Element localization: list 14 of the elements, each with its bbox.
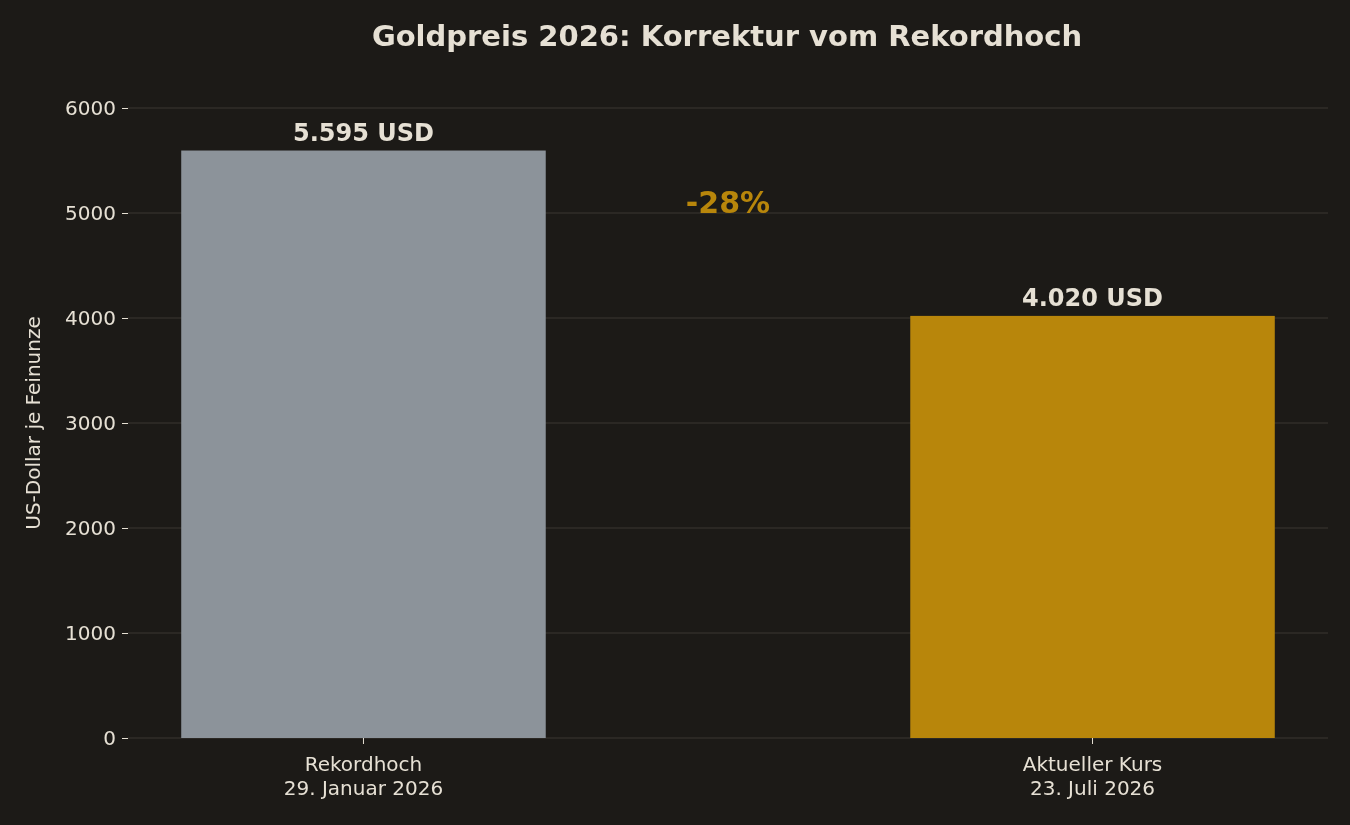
- data-label: 4.020 USD: [1022, 283, 1163, 312]
- y-tick-label: 0: [103, 725, 116, 750]
- y-tick-label: 6000: [65, 95, 116, 120]
- y-tick-label: 3000: [65, 410, 116, 435]
- y-tick-label: 2000: [65, 515, 116, 540]
- x-tick-label: Aktueller Kurs 23. Juli 2026: [1022, 752, 1163, 800]
- x-tick-label: Rekordhoch 29. Januar 2026: [283, 752, 444, 800]
- chart-title: Goldpreis 2026: Korrektur vom Rekordhoch: [371, 19, 1083, 53]
- annotation: -28%: [685, 185, 771, 220]
- y-axis-title: US-Dollar je Feinunze: [21, 316, 45, 530]
- y-tick-label: 5000: [65, 200, 116, 225]
- y-tick-label: 4000: [65, 305, 116, 330]
- y-tick-label: 1000: [65, 620, 116, 645]
- data-label: 5.595 USD: [293, 118, 434, 147]
